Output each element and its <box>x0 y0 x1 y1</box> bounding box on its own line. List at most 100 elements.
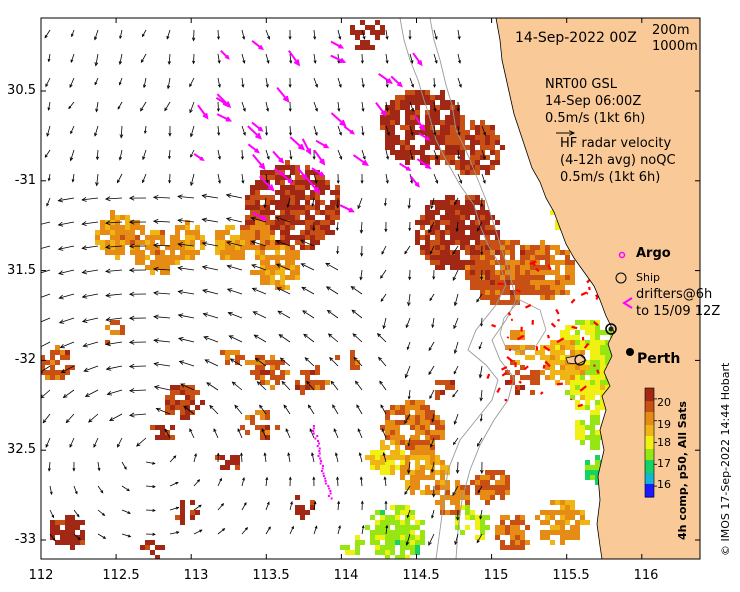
sst-pixel <box>290 255 295 260</box>
sst-pixel <box>480 270 485 275</box>
gsl-arrow-head <box>380 275 384 279</box>
sst-pixel <box>275 205 280 210</box>
sst-pixel <box>255 220 260 225</box>
sst-pixel <box>430 490 435 495</box>
sst-pixel <box>580 390 585 395</box>
sst-pixel <box>520 280 525 285</box>
gsl-arrow-head <box>404 420 408 425</box>
gsl-arrow <box>59 317 75 324</box>
gsl-arrow <box>202 195 219 199</box>
sst-pixel <box>505 525 510 530</box>
sst-pixel <box>400 460 405 465</box>
sst-pixel <box>425 115 430 120</box>
sst-pixel <box>55 520 60 525</box>
gsl-arrow <box>360 221 363 233</box>
sst-pixel <box>175 225 180 230</box>
sst-pixel <box>255 375 260 380</box>
gsl-arrow <box>337 149 342 160</box>
sst-pixel <box>580 345 585 350</box>
sst-pixel <box>265 210 270 215</box>
sst-pixel <box>480 280 485 285</box>
sst-pixel <box>165 405 170 410</box>
gsl-arrow <box>332 404 339 415</box>
gsl-arrow-head <box>452 251 456 255</box>
gsl-arrow <box>303 333 315 343</box>
sst-pixel <box>380 525 385 530</box>
sst-pixel <box>270 225 275 230</box>
sst-pixel <box>530 380 535 385</box>
sst-pixel <box>420 155 425 160</box>
sst-pixel <box>510 240 515 245</box>
sst-pixel <box>470 280 475 285</box>
sst-pixel <box>515 350 520 355</box>
sst-pixel <box>440 135 445 140</box>
gsl-arrow-head <box>453 301 458 307</box>
sst-pixel <box>415 435 420 440</box>
gsl-arrow <box>407 341 411 350</box>
gsl-arrow <box>336 221 339 231</box>
sst-pixel <box>475 515 480 520</box>
gsl-arrow <box>476 293 483 303</box>
sst-pixel <box>520 545 525 550</box>
gsl-arrow <box>119 29 123 39</box>
sst-pixel <box>480 165 485 170</box>
sst-pixel <box>80 540 85 545</box>
sst-pixel <box>185 240 190 245</box>
sst-pixel <box>255 255 260 260</box>
sst-pixel <box>305 370 310 375</box>
sst-pixel <box>275 165 280 170</box>
gsl-arrow-head <box>263 452 267 456</box>
sst-pixel <box>595 445 600 450</box>
sst-pixel <box>430 140 435 145</box>
gsl-arrow-head <box>405 324 409 329</box>
gsl-arrow-head <box>406 514 410 519</box>
sst-pixel <box>445 155 450 160</box>
sst-pixel <box>355 45 360 50</box>
sst-pixel <box>440 250 445 255</box>
gsl-arrow-head <box>278 334 284 339</box>
sst-pixel <box>535 250 540 255</box>
sst-pixel <box>70 525 75 530</box>
sst-pixel <box>380 440 385 445</box>
gsl-arrow <box>82 221 99 225</box>
sst-pixel <box>255 230 260 235</box>
bathymetry-contours <box>399 18 547 559</box>
sst-pixel <box>320 210 325 215</box>
sst-pixel <box>555 220 560 225</box>
gsl-arrow-head <box>206 382 211 387</box>
sst-pixel <box>395 515 400 520</box>
sst-pixel <box>185 390 190 395</box>
sst-pixel <box>525 290 530 295</box>
sst-pixel <box>465 505 470 510</box>
sst-pixel <box>515 360 520 365</box>
sst-pixel <box>520 285 525 290</box>
sst-pixel <box>420 455 425 460</box>
gsl-arrow <box>206 382 219 391</box>
sst-pixel <box>480 210 485 215</box>
sst-pixel <box>285 265 290 270</box>
sst-pixel <box>220 350 225 355</box>
sst-pixel <box>445 510 450 515</box>
sst-pixel <box>180 250 185 255</box>
sst-pixel <box>540 240 545 245</box>
sst-pixel <box>560 540 565 545</box>
sst-pixel <box>540 270 545 275</box>
gsl-arrow-head <box>457 156 461 160</box>
sst-pixel <box>445 105 450 110</box>
sst-pixel <box>455 505 460 510</box>
sst-pixel <box>565 280 570 285</box>
sst-pixel <box>420 535 425 540</box>
sst-pixel <box>240 245 245 250</box>
sst-pixel <box>285 175 290 180</box>
sst-pixel <box>560 370 565 375</box>
sst-pixel <box>440 245 445 250</box>
sst-pixel <box>305 175 310 180</box>
sst-pixel <box>440 230 445 235</box>
sst-pixel <box>430 135 435 140</box>
sst-pixel <box>265 260 270 265</box>
sst-pixel <box>390 455 395 460</box>
sst-pixel <box>485 210 490 215</box>
gsl-arrow <box>477 221 483 232</box>
sst-pixel <box>555 525 560 530</box>
sst-pixel <box>115 230 120 235</box>
